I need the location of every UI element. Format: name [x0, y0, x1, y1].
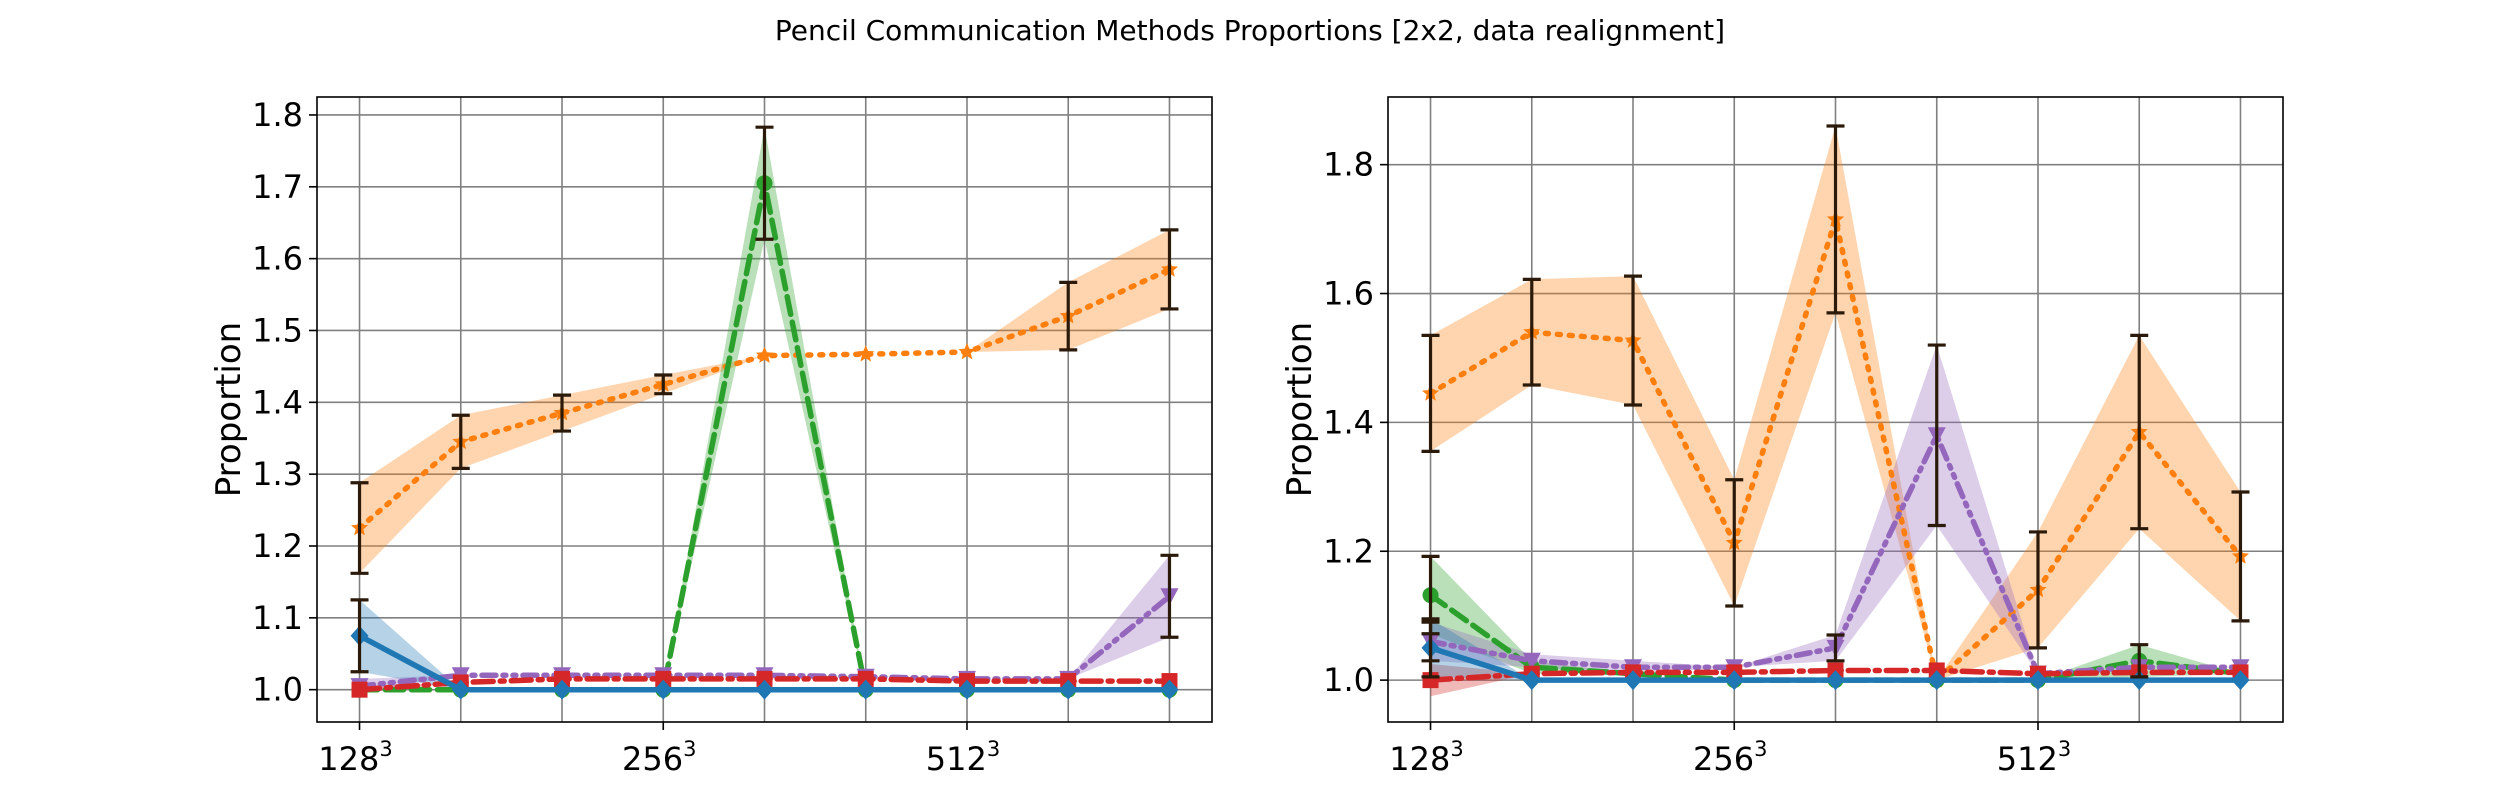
data-point-blue [1059, 679, 1078, 700]
data-point-blue [1927, 670, 1946, 691]
x-tick-label: 2563 [622, 737, 696, 778]
data-point-red [857, 670, 874, 687]
y-tick-label: 1.1 [252, 599, 303, 637]
data-point-blue [957, 679, 976, 700]
data-point-blue [1522, 670, 1541, 691]
y-tick-label: 1.6 [1323, 275, 1374, 313]
data-point-blue [1725, 670, 1744, 691]
series-blue [1421, 637, 2250, 691]
series-blue [350, 625, 1179, 700]
plot-area [1421, 124, 2250, 697]
y-axis-label: Proportion [209, 322, 249, 497]
y-tick-label: 1.5 [252, 311, 303, 349]
data-point-red [351, 681, 368, 698]
series-orange [351, 260, 1178, 536]
error-bars [350, 125, 1179, 674]
data-point-blue [654, 679, 673, 700]
x-tick-label: 2563 [1693, 737, 1767, 778]
y-tick-label: 1.0 [252, 671, 303, 709]
x-tick-label: 1283 [1389, 737, 1463, 778]
data-point-blue [1160, 679, 1179, 700]
x-tick-label: 5123 [926, 737, 1000, 778]
data-point-orange [857, 345, 875, 362]
data-point-orange [755, 346, 774, 363]
data-point-blue [451, 679, 470, 700]
x-tick-label: 1283 [318, 737, 392, 778]
error-bars [1421, 124, 2250, 679]
x-tick-label: 5123 [1997, 737, 2071, 778]
y-tick-label: 1.2 [1323, 532, 1374, 570]
data-point-blue [2231, 670, 2250, 691]
y-tick-label: 1.0 [1323, 661, 1374, 699]
data-point-blue [2028, 670, 2047, 691]
data-point-blue [2130, 670, 2149, 691]
figure-title: Pencil Communication Methods Proportions… [775, 14, 1725, 47]
data-point-red [554, 670, 571, 687]
y-axis-label: Proportion [1280, 322, 1320, 497]
axes-frame [1387, 96, 2284, 723]
data-point-blue [1826, 670, 1845, 691]
grid [1388, 97, 2283, 722]
y-tick-label: 1.2 [252, 527, 303, 565]
data-point-red [756, 670, 773, 687]
axes-frame [316, 96, 1213, 723]
data-point-red [655, 670, 672, 687]
y-tick-label: 1.8 [252, 96, 303, 134]
data-point-orange [958, 343, 976, 360]
y-tick-label: 1.8 [1323, 146, 1374, 184]
plot-area [350, 125, 1179, 700]
data-point-purple [1522, 652, 1541, 670]
y-tick-label: 1.4 [1323, 403, 1374, 441]
subplot-right: 1.0 1.2 1.4 1.6 1.8 1283 2563 5123 Proportion [1280, 96, 2284, 778]
y-tick-label: 1.3 [252, 455, 303, 493]
data-point-blue [1624, 670, 1643, 691]
data-point-blue [856, 679, 875, 700]
y-tick-label: 1.6 [252, 240, 303, 278]
y-tick-label: 1.4 [252, 383, 303, 421]
y-tick-label: 1.7 [252, 168, 303, 206]
subplot-left: 1.0 1.1 1.2 1.3 1.4 1.5 1.6 1.7 1.8 1283 2563 5123 P… [209, 96, 1213, 778]
data-point-blue [755, 679, 774, 700]
data-point-blue [553, 679, 572, 700]
